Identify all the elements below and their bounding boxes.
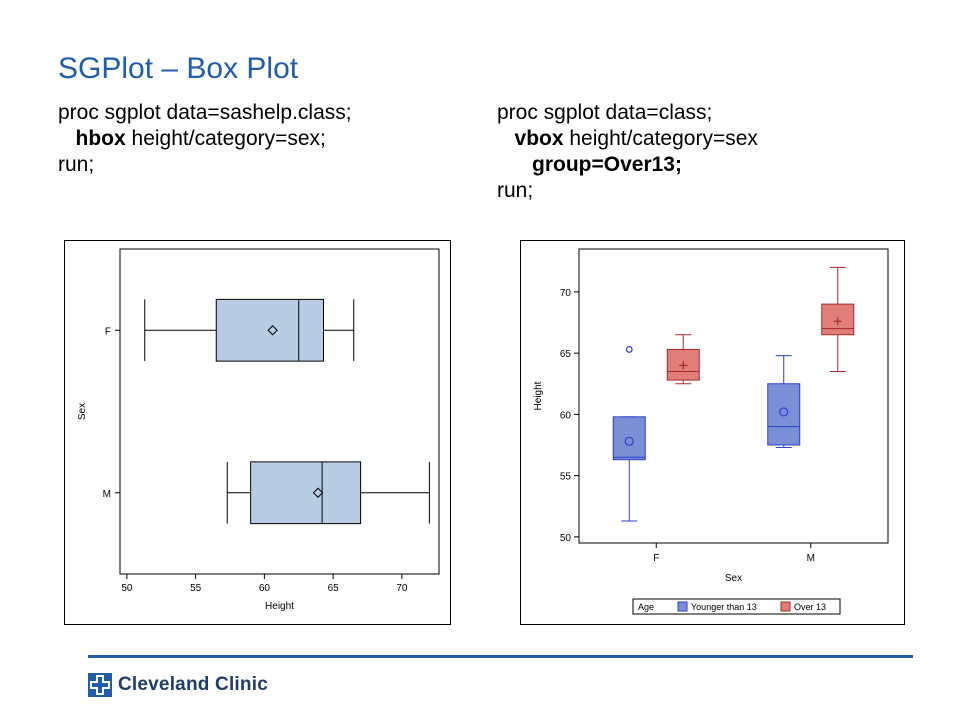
left-code-block: proc sgplot data=sashelp.class; hbox hei… <box>58 100 352 178</box>
left-code-keyword: hbox <box>75 127 126 150</box>
right-code-group-option: group=Over13; <box>532 153 682 176</box>
left-code-line-3: run; <box>58 153 95 176</box>
box-M <box>226 461 430 525</box>
cleveland-clinic-logo: Cleveland Clinic <box>88 672 268 698</box>
mean-marker <box>267 325 278 336</box>
x-tick-label: 50 <box>121 583 133 594</box>
mean-marker <box>624 436 634 446</box>
box-F <box>144 298 355 362</box>
box-F-0 <box>612 346 646 522</box>
y-tick-label: 55 <box>560 472 572 483</box>
clinic-cross-icon <box>88 673 112 697</box>
box-body <box>250 461 362 525</box>
legend-entry-label: Younger than 13 <box>691 602 757 612</box>
y-tick-label: 65 <box>560 349 572 360</box>
legend-swatch <box>677 601 688 612</box>
mean-marker <box>312 487 324 498</box>
plot-area <box>578 248 889 544</box>
box-M-0 <box>767 355 801 448</box>
legend: Age Younger than 13 Over 13 <box>632 598 841 615</box>
y-tick-label: 60 <box>560 410 572 421</box>
plot-area <box>119 248 440 575</box>
x-tick-label: 65 <box>328 583 340 594</box>
legend-entry-label: Over 13 <box>794 602 826 612</box>
logo-text: Cleveland Clinic <box>118 674 268 695</box>
x-tick-label: 60 <box>259 583 271 594</box>
hbox-chart: 50 55 60 65 70 Height Sex F M <box>77 248 440 612</box>
legend-swatch <box>780 601 791 612</box>
mean-marker <box>779 407 789 417</box>
slide-title: SGPlot – Box Plot <box>58 52 299 85</box>
right-code-block: proc sgplot data=class; vbox height/cate… <box>497 100 758 204</box>
x-tick-label: F <box>653 553 659 564</box>
right-code-keyword: vbox <box>514 127 564 150</box>
y-tick-label: M <box>103 489 111 500</box>
y-tick-label: 70 <box>560 288 572 299</box>
right-code-line-1: proc sgplot data=class; <box>497 101 713 124</box>
legend-title: Age <box>638 602 654 612</box>
box-body <box>767 383 801 446</box>
hbox-chart-frame: 50 55 60 65 70 Height Sex F M <box>64 240 451 625</box>
y-tick-label: 50 <box>560 533 572 544</box>
vbox-chart-frame: 50 55 60 65 70 Height F M Sex Age Younger than 13 O… <box>520 240 905 625</box>
x-axis-label: Height <box>265 601 294 612</box>
box-F-1 <box>666 334 700 385</box>
left-code-line-2: height/category=sex; <box>125 127 326 150</box>
x-tick-label: 70 <box>396 583 408 594</box>
box-body <box>215 298 324 362</box>
left-code-line-1: proc sgplot data=sashelp.class; <box>58 101 352 124</box>
box-M-1 <box>821 266 855 372</box>
right-code-line-4: run; <box>497 179 534 202</box>
y-axis-label: Height <box>533 381 544 410</box>
footer-rule <box>88 655 913 658</box>
outlier-point <box>625 346 633 353</box>
y-axis-label: Sex <box>77 403 88 420</box>
x-axis-label: Sex <box>725 573 742 584</box>
y-tick-label: F <box>105 326 111 337</box>
x-tick-label: M <box>807 553 815 564</box>
box-body <box>612 416 646 461</box>
right-code-line-2: height/category=sex <box>563 127 758 150</box>
x-tick-label: 55 <box>190 583 202 594</box>
vbox-chart: 50 55 60 65 70 Height F M Sex Age Younger than 13 O… <box>533 248 889 615</box>
